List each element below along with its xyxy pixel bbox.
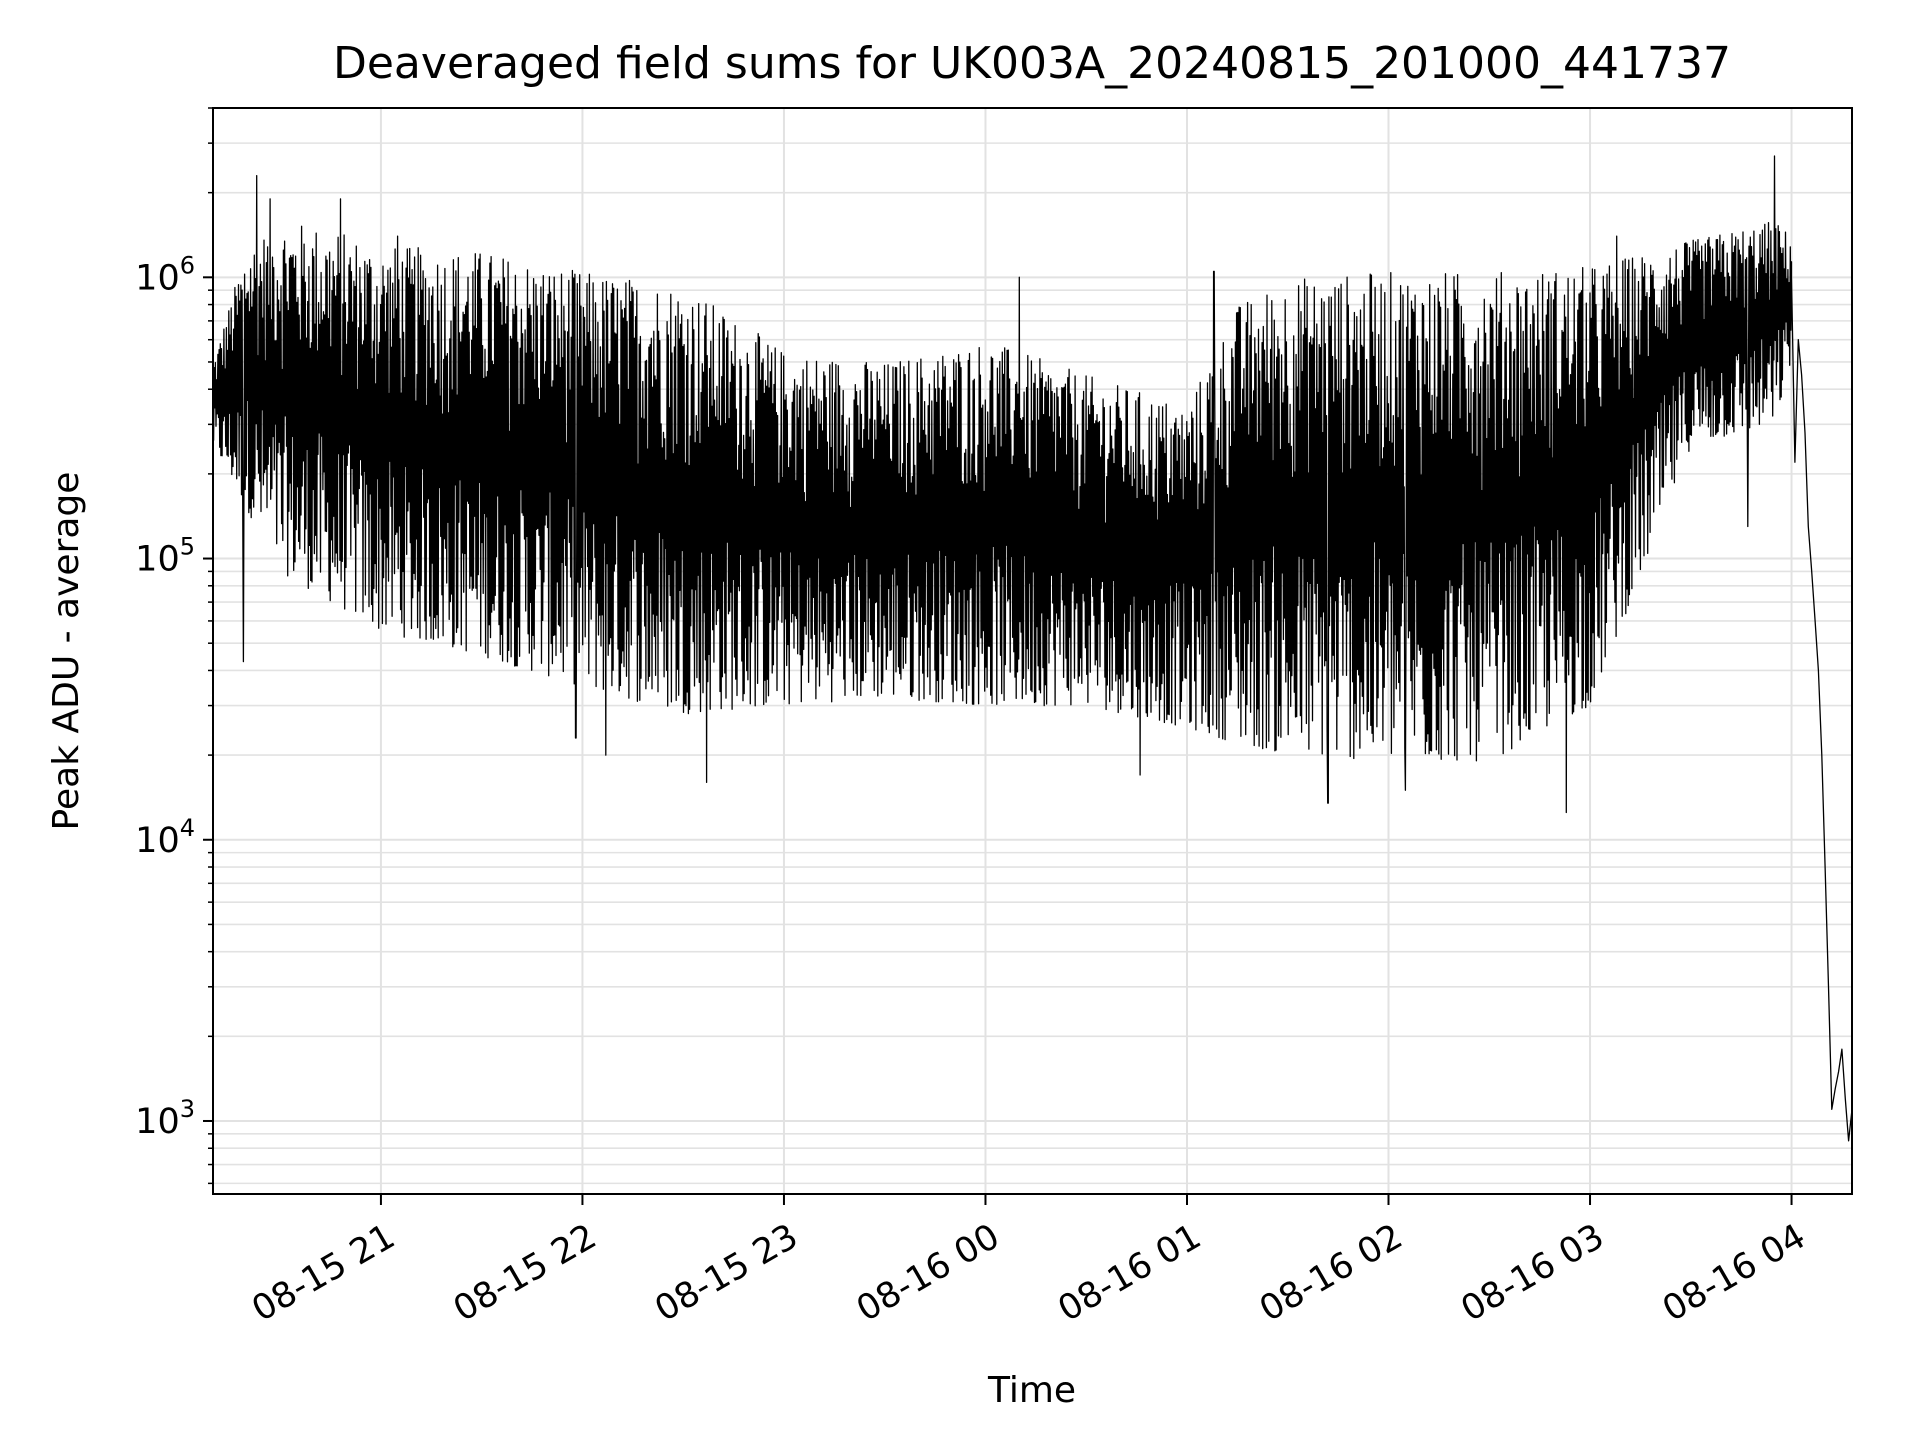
series-line bbox=[212, 155, 1853, 1142]
chart-title: Deaveraged field sums for UK003A_2024081… bbox=[333, 38, 1731, 89]
y-tick-label: 106 bbox=[135, 251, 195, 298]
y-tick-label: 104 bbox=[135, 814, 195, 861]
y-axis-label: Peak ADU - average bbox=[46, 472, 87, 831]
y-tick-label: 105 bbox=[135, 533, 195, 580]
plot-frame bbox=[212, 107, 1853, 1195]
series-path bbox=[212, 155, 1853, 1142]
y-tick-label: 103 bbox=[135, 1095, 195, 1142]
x-axis-label: Time bbox=[987, 1370, 1076, 1411]
